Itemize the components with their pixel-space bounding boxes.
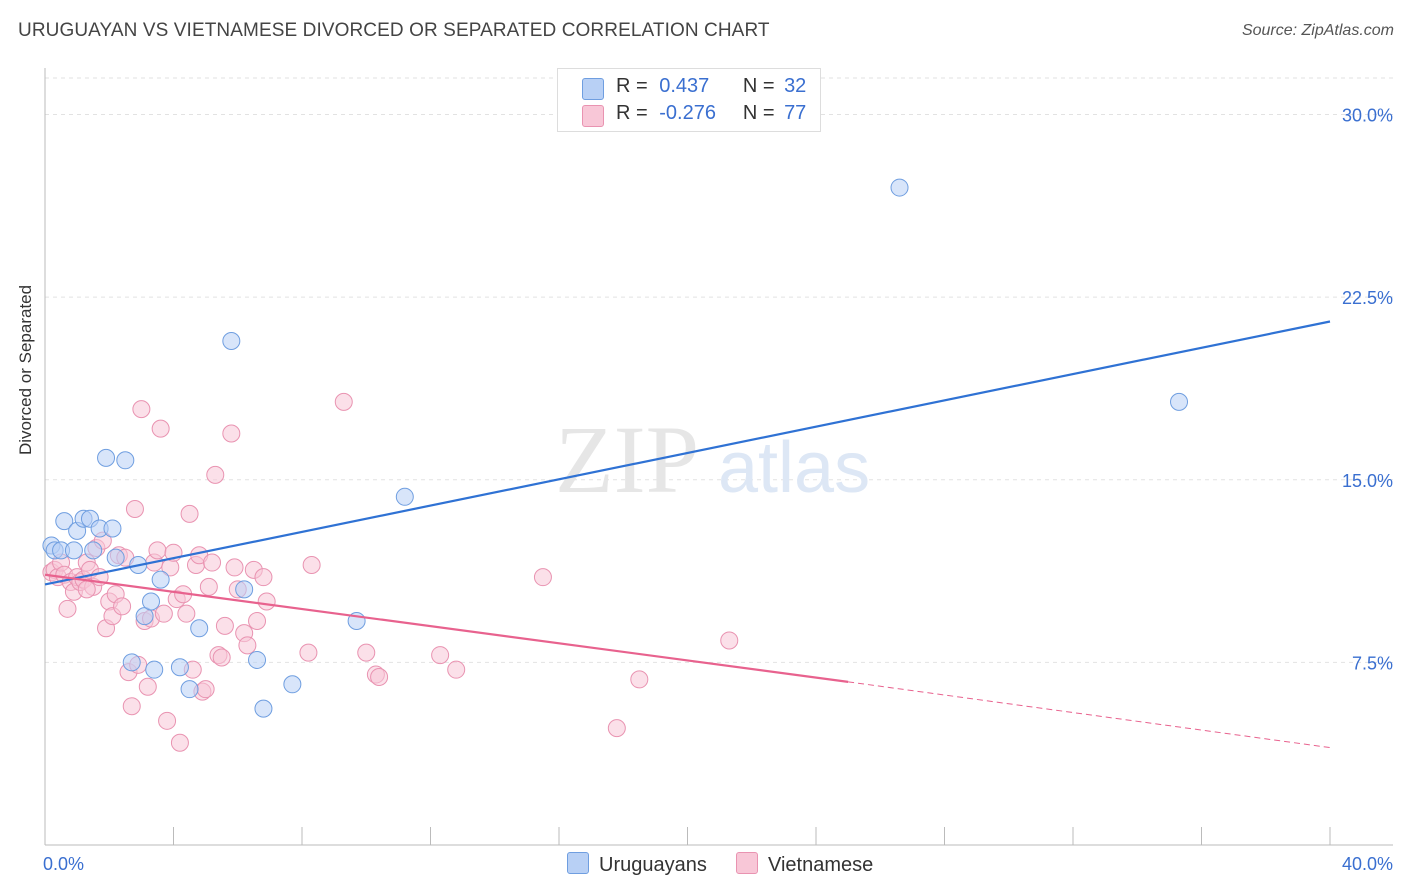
y-tick-label: 7.5% <box>1352 653 1393 673</box>
vietnamese-point <box>199 577 218 596</box>
y-tick-label: 30.0% <box>1342 106 1393 126</box>
uruguayans-point <box>97 448 116 467</box>
uruguayans-point <box>235 580 254 599</box>
legend-label: Vietnamese <box>768 854 874 876</box>
vietnamese-point <box>370 667 389 686</box>
y-tick-labels: 7.5% 15.0% 22.5% 30.0% <box>1342 106 1393 674</box>
vietnamese-point <box>122 697 141 716</box>
uruguayans-point <box>55 512 74 531</box>
uruguayans-point <box>1170 392 1189 411</box>
uruguayans-point <box>283 675 302 694</box>
vietnamese-point <box>299 643 318 662</box>
vietnamese-trend-extension <box>848 681 1331 749</box>
chart-title: URUGUAYAN VS VIETNAMESE DIVORCED OR SEPA… <box>18 20 770 41</box>
uruguayans-point <box>116 451 135 470</box>
vietnamese-point <box>203 553 222 572</box>
n-value: 77 <box>784 102 807 124</box>
legend-item-uruguayans: Uruguayans <box>567 852 707 877</box>
vietnamese-legend-swatch <box>736 852 758 874</box>
vietnamese-point <box>196 680 215 699</box>
vietnamese-point <box>215 616 234 635</box>
uruguayans-point <box>145 660 164 679</box>
x-tick-labels: 0.0% 40.0% <box>43 854 1393 874</box>
uruguayans-point <box>254 699 273 718</box>
legend-label: Uruguayans <box>599 854 707 876</box>
legend-item-vietnamese: Vietnamese <box>736 852 873 877</box>
watermark: ZIP atlas <box>555 406 870 513</box>
n-value: 32 <box>784 75 807 97</box>
vietnamese-point <box>225 558 244 577</box>
vietnamese-point <box>357 643 376 662</box>
vietnamese-trend-line <box>44 573 849 683</box>
uruguayans-point <box>395 487 414 506</box>
uruguayans-point <box>64 541 83 560</box>
vietnamese-point <box>720 631 739 650</box>
uruguayans-point <box>84 541 103 560</box>
x-tick-label: 0.0% <box>43 854 84 874</box>
vietnamese-point <box>138 677 157 696</box>
trend-lines <box>44 320 1331 749</box>
vietnamese-point <box>607 719 626 738</box>
uruguayans-point <box>170 658 189 677</box>
y-tick-label: 15.0% <box>1342 471 1393 491</box>
watermark-zip: ZIP <box>555 406 699 513</box>
vietnamese-point <box>222 424 241 443</box>
uruguayans-points <box>42 178 1189 718</box>
vietnamese-point <box>238 636 257 655</box>
vietnamese-point <box>447 660 466 679</box>
uruguayans-point <box>222 331 241 350</box>
uruguayans-point <box>248 650 267 669</box>
r-label: R = <box>616 102 648 124</box>
vietnamese-point <box>148 541 167 560</box>
n-label: N = <box>742 102 775 124</box>
vietnamese-point <box>58 599 77 618</box>
vietnamese-point <box>170 733 189 752</box>
vietnamese-points <box>42 392 739 752</box>
uruguayans-point <box>180 680 199 699</box>
vietnamese-point <box>158 711 177 730</box>
r-value: -0.276 <box>659 102 716 124</box>
axes <box>44 68 1393 846</box>
uruguayans-point <box>106 548 125 567</box>
vietnamese-point <box>206 465 225 484</box>
r-value: 0.437 <box>659 75 710 97</box>
vietnamese-point <box>630 670 649 689</box>
vietnamese-point <box>132 400 151 419</box>
vietnamese-point <box>77 580 96 599</box>
uruguayans-point <box>190 619 209 638</box>
r-label: R = <box>616 75 648 97</box>
source-label: Source: ZipAtlas.com <box>1241 22 1394 39</box>
x-tick-label: 40.0% <box>1342 854 1393 874</box>
vietnamese-swatch <box>582 105 604 127</box>
n-label: N = <box>742 75 775 97</box>
vietnamese-point <box>151 419 170 438</box>
vietnamese-point <box>254 568 273 587</box>
uruguayans-point <box>122 653 141 672</box>
vietnamese-point <box>125 499 144 518</box>
vietnamese-point <box>302 555 321 574</box>
uruguayans-legend-swatch <box>567 852 589 874</box>
vietnamese-point <box>177 604 196 623</box>
vietnamese-point <box>431 646 450 665</box>
vietnamese-point <box>180 504 199 523</box>
uruguayans-swatch <box>582 78 604 100</box>
vietnamese-point <box>533 568 552 587</box>
uruguayans-trend-line <box>44 320 1331 586</box>
uruguayans-point <box>890 178 909 197</box>
vietnamese-point <box>154 604 173 623</box>
vietnamese-point <box>248 611 267 630</box>
vietnamese-point <box>257 592 276 611</box>
y-tick-label: 22.5% <box>1342 288 1393 308</box>
uruguayans-point <box>151 570 170 589</box>
y-axis-label: Divorced or Separated <box>16 284 35 455</box>
watermark-atlas: atlas <box>718 428 870 508</box>
vietnamese-point <box>113 597 132 616</box>
stats-legend: R = 0.437 N = 32 R = -0.276 N = 77 <box>557 68 821 132</box>
vietnamese-point <box>212 648 231 667</box>
uruguayans-point <box>142 592 161 611</box>
uruguayans-point <box>103 519 122 538</box>
vietnamese-point <box>334 392 353 411</box>
